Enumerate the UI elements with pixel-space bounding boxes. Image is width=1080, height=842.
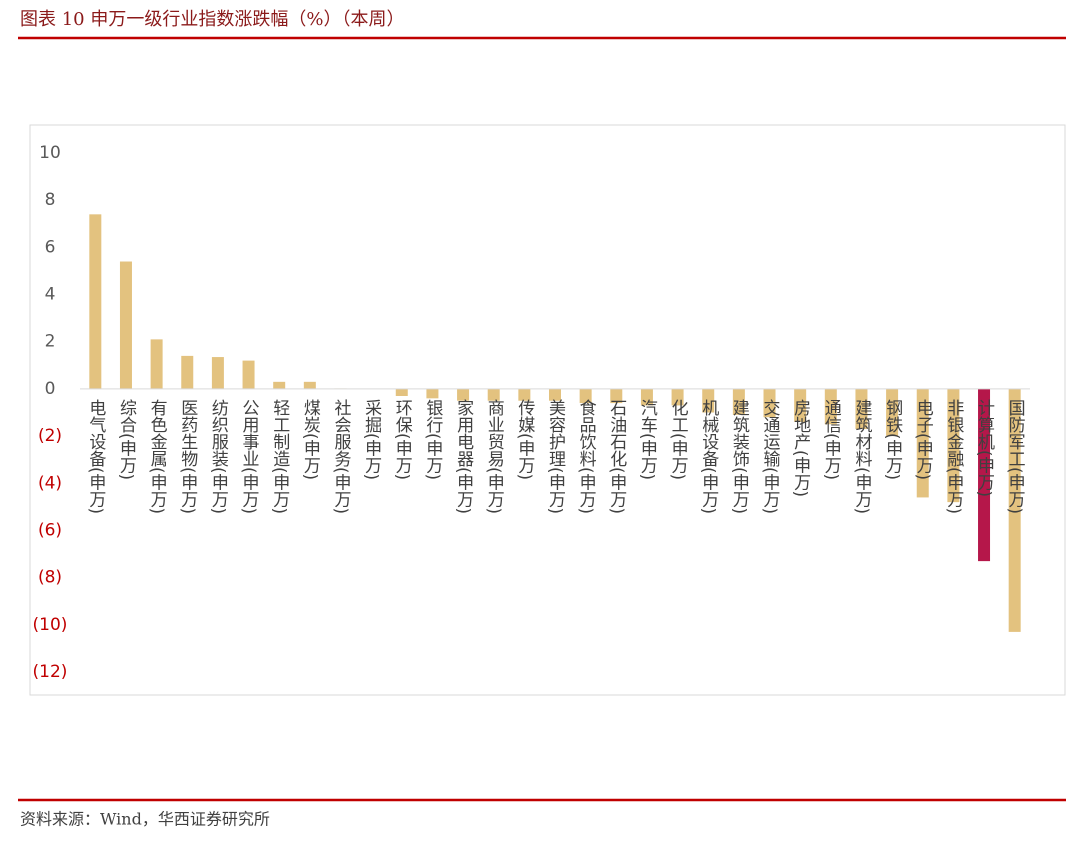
x-tick-label: 电气设备(申万) — [85, 399, 106, 514]
x-tick-label: 国防军工(申万) — [1005, 399, 1026, 514]
bar — [396, 389, 408, 396]
y-tick-label: 2 — [45, 332, 56, 352]
y-tick-label: (6) — [38, 520, 62, 540]
x-tick-label: 石油石化(申万) — [606, 399, 627, 514]
bar — [304, 382, 316, 389]
bar — [89, 214, 101, 389]
bar — [212, 357, 224, 389]
y-tick-label: (8) — [38, 568, 62, 588]
bar — [151, 339, 163, 389]
x-tick-label: 建筑材料(申万) — [851, 399, 872, 514]
x-tick-label: 房地产(申万) — [790, 399, 811, 497]
x-tick-label: 有色金属(申万) — [147, 399, 168, 514]
y-tick-label: (4) — [38, 473, 62, 493]
x-tick-label: 煤炭(申万) — [300, 399, 321, 480]
bar — [181, 356, 193, 389]
y-tick-label: (2) — [38, 426, 62, 446]
y-tick-label: 10 — [39, 143, 61, 163]
x-tick-label: 电子(申万) — [913, 399, 934, 480]
bar — [120, 262, 132, 389]
x-tick-label: 汽车(申万) — [637, 399, 658, 480]
x-tick-label: 美容护理(申万) — [545, 399, 566, 514]
chart-title: 图表 10 申万一级行业指数涨跌幅（%）（本周） — [20, 9, 404, 30]
x-tick-label: 钢铁(申万) — [882, 399, 903, 480]
y-tick-label: 0 — [45, 379, 56, 399]
x-tick-label: 综合(申万) — [116, 399, 137, 480]
x-tick-label: 交通运输(申万) — [760, 399, 781, 514]
bar — [426, 389, 438, 398]
x-tick-label: 非银金融(申万) — [943, 399, 964, 514]
x-tick-label: 家用电器(申万) — [453, 399, 474, 514]
y-tick-label: 4 — [45, 285, 56, 305]
y-tick-label: 8 — [45, 190, 56, 210]
x-tick-label: 传媒(申万) — [514, 399, 535, 480]
x-tick-label: 计算机(申万) — [974, 399, 995, 497]
x-tick-label: 环保(申万) — [392, 399, 413, 480]
x-tick-label: 建筑装饰(申万) — [729, 399, 750, 514]
y-tick-label: 6 — [45, 237, 56, 257]
y-tick-label: (10) — [33, 615, 68, 635]
x-tick-label: 采掘(申万) — [361, 399, 382, 480]
x-tick-label: 商业贸易(申万) — [484, 399, 505, 514]
bar — [243, 361, 255, 389]
y-tick-label: (12) — [33, 662, 68, 682]
source-note: 资料来源：Wind，华西证券研究所 — [20, 810, 270, 829]
x-tick-label: 通信(申万) — [821, 399, 842, 480]
x-tick-label: 化工(申万) — [668, 399, 689, 480]
x-tick-label: 公用事业(申万) — [239, 399, 260, 514]
x-tick-label: 银行(申万) — [422, 399, 443, 480]
x-tick-label: 医药生物(申万) — [177, 399, 198, 514]
x-tick-label: 纺织服装(申万) — [208, 399, 229, 514]
bar — [273, 382, 285, 389]
x-tick-label: 社会服务(申万) — [330, 399, 351, 514]
x-tick-label: 食品饮料(申万) — [576, 399, 597, 514]
x-tick-label: 机械设备(申万) — [698, 399, 719, 514]
x-tick-label: 轻工制造(申万) — [269, 399, 290, 514]
